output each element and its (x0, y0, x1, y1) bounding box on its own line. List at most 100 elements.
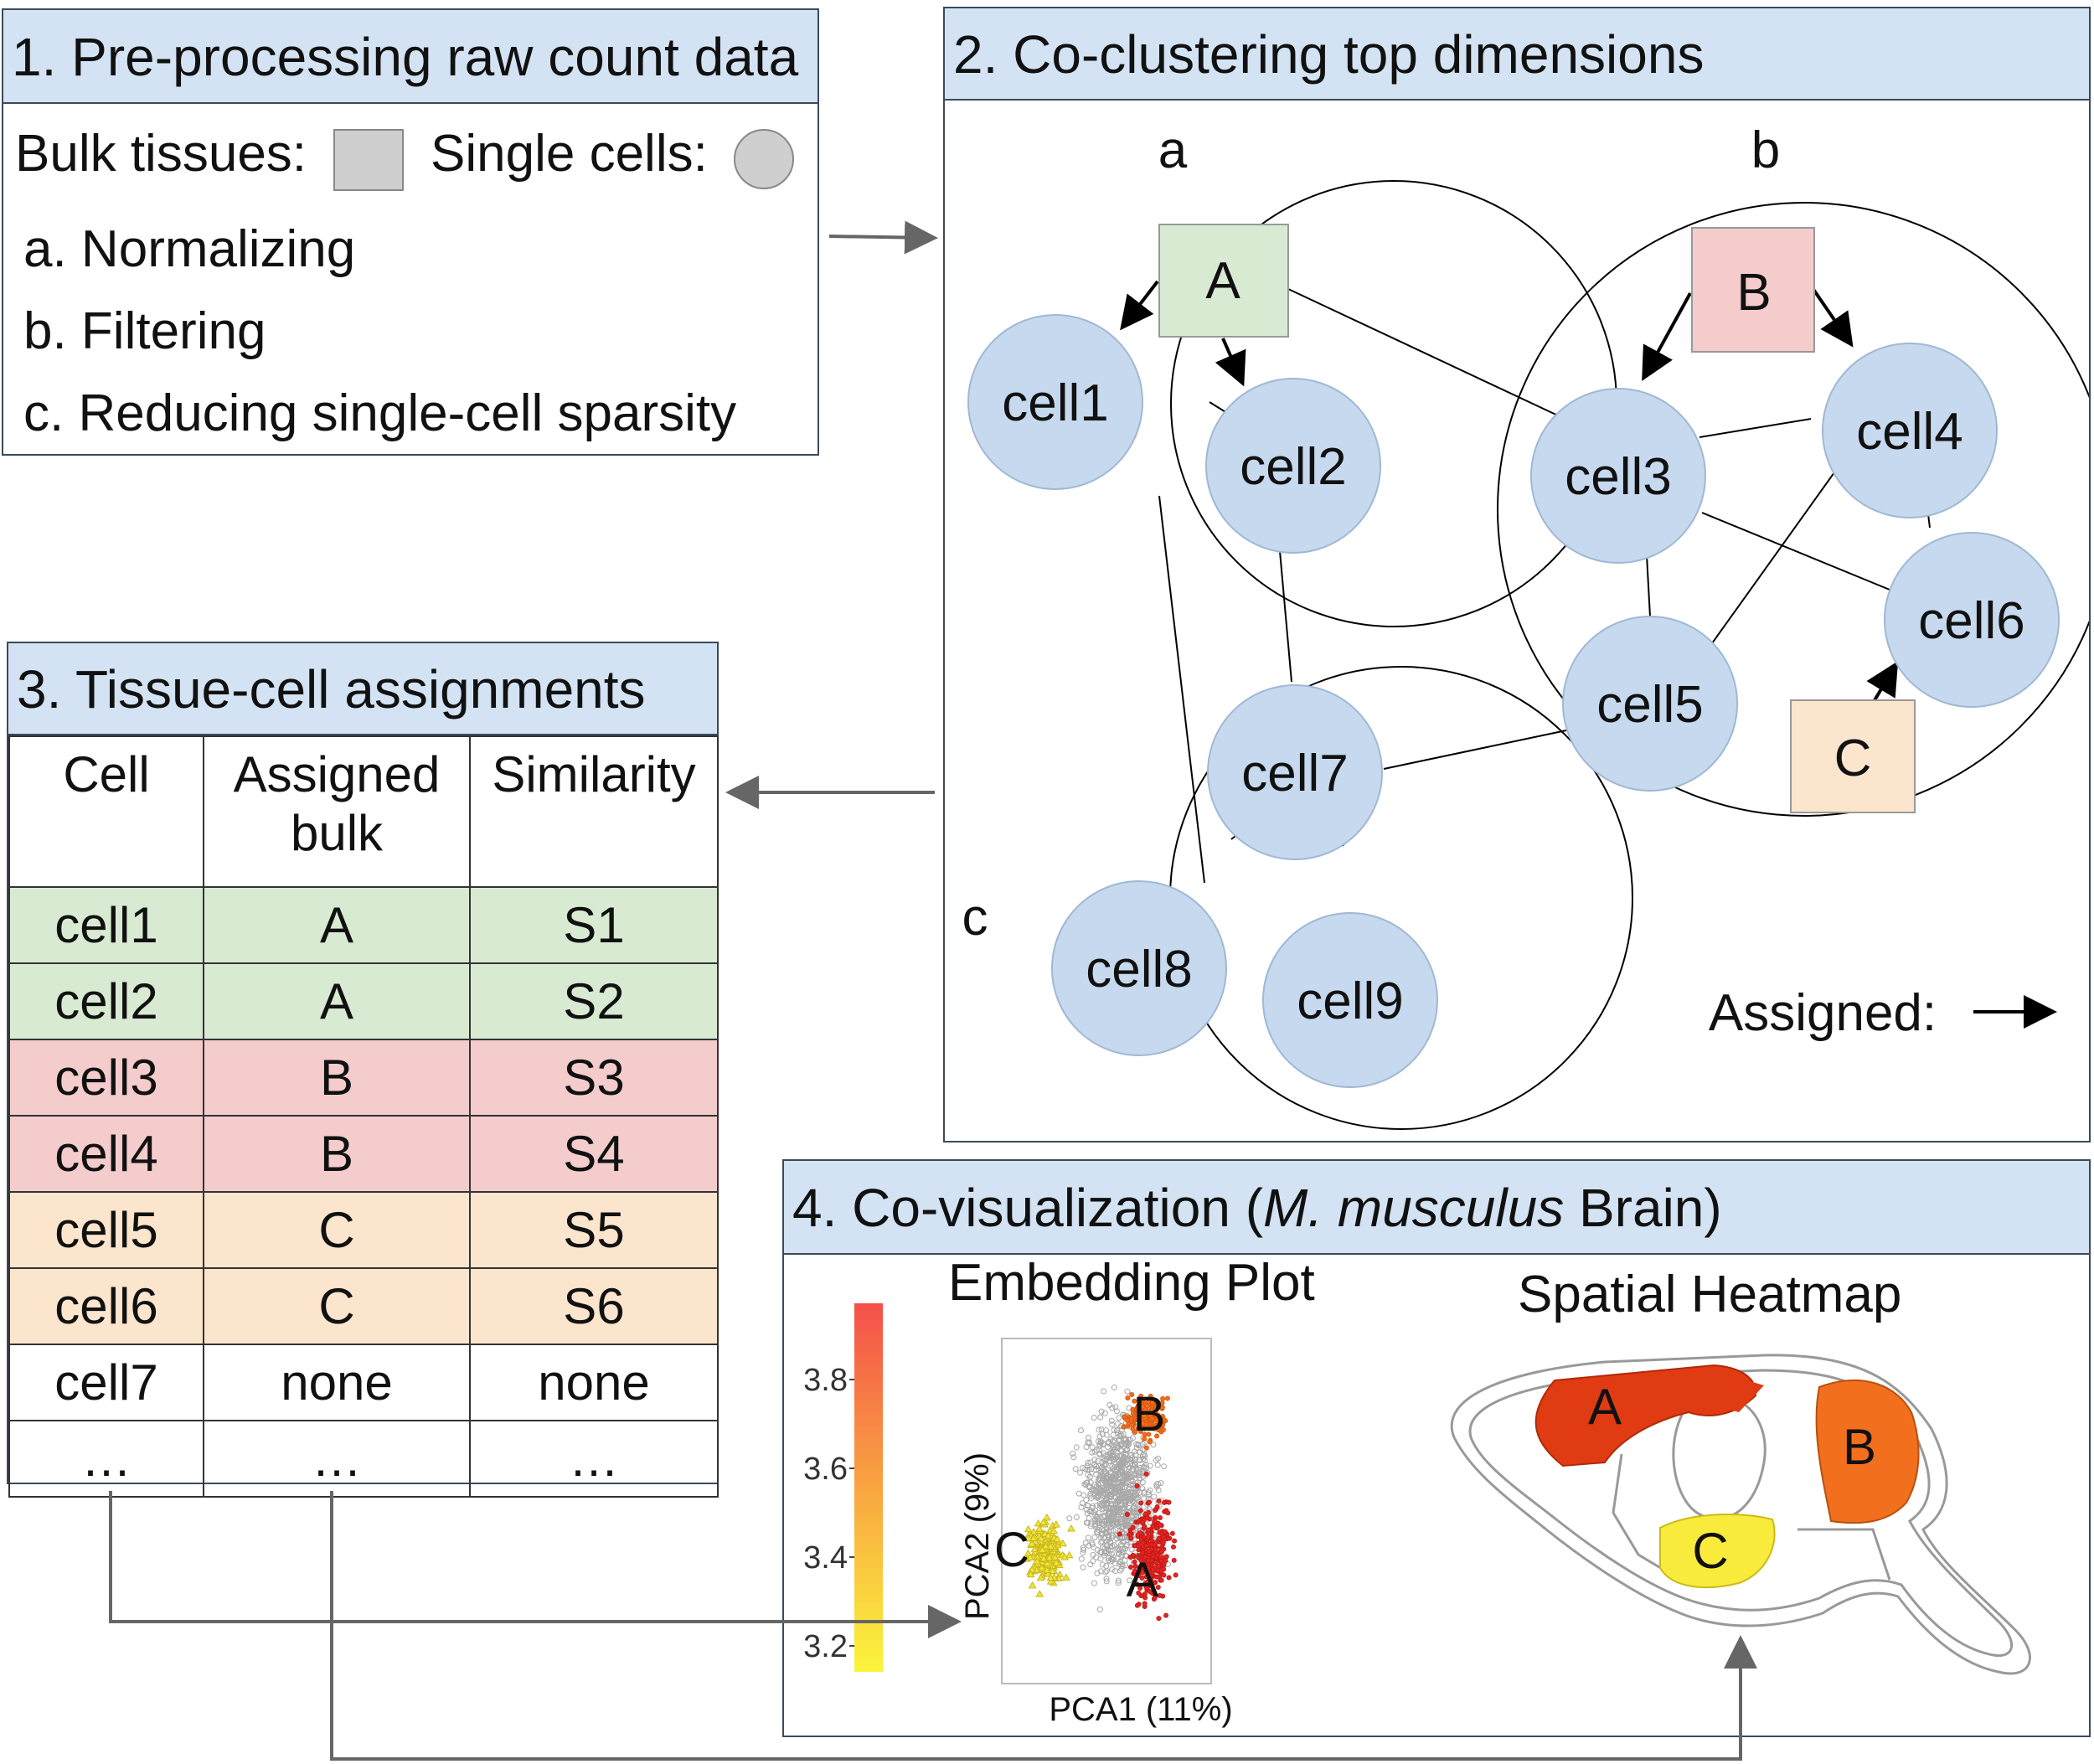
embedding-point-b (1132, 1398, 1137, 1404)
embedding-point-gray (1097, 1475, 1104, 1482)
cell2-node (1205, 378, 1381, 554)
row-sim: … (469, 1420, 719, 1498)
embedding-point-a (1158, 1514, 1163, 1520)
title-prefix: 4. Co-visualization ( (792, 1178, 1263, 1238)
embedding-ylabel: PCA2 (9%) (959, 1452, 996, 1620)
cell8-node (1051, 880, 1227, 1056)
bulk-a-square (1158, 224, 1289, 338)
heatmap-letter-a: A (1588, 1379, 1622, 1435)
embedding-point-a (1158, 1577, 1164, 1583)
embedding-point-c (1067, 1524, 1075, 1532)
cell4-node (1822, 343, 1998, 518)
bulk-c-square (1790, 699, 1916, 813)
embedding-point-a (1134, 1483, 1140, 1488)
embedding-point-gray (1142, 1461, 1149, 1467)
panel-coclustering: 2. Co-clustering top dimensions (943, 7, 2091, 1142)
embedding-point-gray (1097, 1439, 1104, 1446)
embedding-letter-b: B (1133, 1387, 1166, 1442)
embedding-point-gray (1127, 1456, 1134, 1462)
row-cell: cell2 (8, 962, 204, 1040)
embedding-point-gray (1109, 1405, 1116, 1411)
embedding-point-b (1142, 1436, 1148, 1442)
region-a-wedge (1714, 1380, 1764, 1412)
embedding-point-b (1129, 1391, 1135, 1397)
row-sim: S2 (469, 962, 719, 1040)
region-b-cerebellum (1815, 1380, 1920, 1524)
embedding-point-a (1166, 1575, 1172, 1581)
cell2-label: cell2 (1240, 438, 1347, 496)
embedding-point-gray (1102, 1427, 1109, 1434)
embedding-point-c (1035, 1590, 1044, 1597)
embedding-point-b (1148, 1426, 1153, 1431)
embedding-point-gray (1113, 1408, 1120, 1415)
embedding-point-gray (1096, 1607, 1103, 1613)
region-divider-2 (1797, 1528, 1891, 1581)
embedding-point-gray (1085, 1460, 1091, 1467)
panel-covisualization-title: 4. Co-visualization (M. musculus Brain) (784, 1161, 2089, 1255)
table-row: … … … (8, 1420, 719, 1498)
embedding-point-a (1169, 1530, 1175, 1536)
embedding-point-gray (1101, 1440, 1107, 1447)
step-reducing-sparsity: c. Reducing single-cell sparsity (23, 384, 737, 442)
embedding-point-a (1143, 1471, 1149, 1477)
embedding-point-gray (1117, 1453, 1123, 1460)
embedding-point-gray (1117, 1441, 1123, 1447)
embedding-point-b (1144, 1403, 1150, 1409)
cell1-label: cell1 (1002, 374, 1109, 432)
embedding-point-gray (1096, 1476, 1103, 1483)
embedding-point-gray (1117, 1431, 1124, 1437)
embedding-point-gray (1109, 1421, 1116, 1428)
covis-graphics: 3.8 3.6 3.4 3.2 A B A A B C PCA1 (11%) P… (803, 1303, 2031, 1728)
bulk-a-label: A (1205, 252, 1240, 310)
embedding-point-b (1137, 1427, 1143, 1433)
embedding-point-gray (1086, 1466, 1093, 1473)
embedding-point-gray (1143, 1464, 1150, 1471)
table-row: cell6 C S6 (8, 1267, 719, 1345)
embedding-point-gray (1132, 1460, 1138, 1467)
colorbar-tick-3-6: 3.6 (803, 1452, 848, 1487)
embedding-point-a (1127, 1532, 1132, 1538)
cluster-b-boundary (1497, 202, 2089, 817)
embedding-point-gray (1082, 1466, 1089, 1473)
embedding-point-a (1146, 1534, 1152, 1540)
embedding-point-a (1158, 1568, 1164, 1574)
embedding-point-b (1154, 1433, 1160, 1439)
embedding-point-gray (1111, 1467, 1118, 1474)
row-sim: none (469, 1344, 719, 1421)
embedding-point-gray (1094, 1570, 1101, 1576)
bulk-tissue-square-icon (333, 129, 404, 191)
embedding-point-gray (1091, 1414, 1097, 1421)
embedding-point-gray (1093, 1447, 1100, 1453)
embedding-point-b (1140, 1421, 1146, 1426)
embedding-point-a (1165, 1510, 1171, 1516)
embedding-point-b (1154, 1424, 1160, 1430)
row-sim: S4 (469, 1115, 719, 1193)
colorbar-tick-3-4: 3.4 (803, 1540, 848, 1576)
embedding-point-gray (1084, 1466, 1091, 1473)
row-bulk: B (203, 1039, 471, 1117)
panel-assignments: 3. Tissue-cell assignments Cell Assigned… (7, 642, 719, 1498)
cell6-label: cell6 (1918, 592, 2025, 650)
embedding-point-gray (1097, 1414, 1104, 1421)
row-bulk: C (203, 1267, 471, 1345)
embedding-point-b (1124, 1417, 1130, 1423)
heatmap-letter-b: B (1843, 1419, 1876, 1475)
step-normalizing: a. Normalizing (23, 220, 356, 278)
embedding-point-gray (1070, 1454, 1077, 1461)
embedding-point-gray (1132, 1457, 1138, 1463)
embedding-point-gray (1118, 1482, 1125, 1488)
embedding-point-gray (1091, 1544, 1097, 1550)
embedding-point-gray (1124, 1446, 1131, 1452)
embedding-point-b (1155, 1412, 1161, 1418)
embedding-point-gray (1097, 1473, 1104, 1479)
embedding-point-gray (1115, 1476, 1122, 1483)
embedding-point-gray (1098, 1408, 1105, 1415)
embedding-point-gray (1085, 1434, 1091, 1441)
embedding-point-a (1139, 1519, 1145, 1525)
embedding-point-gray (1108, 1483, 1115, 1489)
embedding-point-gray (1109, 1449, 1116, 1456)
bulk-c-label: C (1834, 730, 1872, 787)
embedding-point-gray (1101, 1388, 1107, 1395)
row-sim: S6 (469, 1267, 719, 1345)
embedding-point-a (1166, 1499, 1172, 1505)
